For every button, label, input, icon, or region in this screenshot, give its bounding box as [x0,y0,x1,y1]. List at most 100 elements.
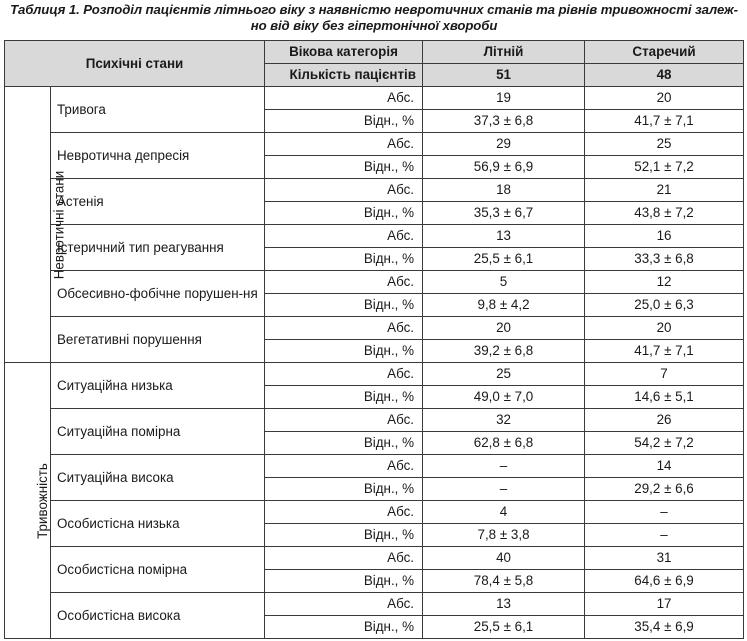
senile-abs-value: – [584,500,745,524]
metric-rel-label: Відн., % [264,109,424,133]
senile-abs-value: 31 [584,546,745,570]
elderly-abs-value: 5 [422,270,586,294]
elderly-rel-value: 9,8 ± 4,2 [422,293,586,317]
metric-rel-label: Відн., % [264,339,424,363]
state-label: Особистісна помірна [49,546,266,593]
elderly-abs-value: – [422,454,586,478]
table-row: Відн., % 62,8 ± 6,8 54,2 ± 7,2 [5,431,745,455]
elderly-rel-value: 35,3 ± 6,7 [422,201,586,225]
group-label: Невротичні стани [51,170,67,279]
table-row: Невротична депресія Абс. 29 25 [5,132,745,179]
metric-abs-label: Абс. [264,500,424,524]
table-row: Обсесивно-фобічне порушен-ня Абс. 5 12 [5,270,745,317]
state-label: Вегетативні порушення [49,316,266,363]
metric-abs-label: Абс. [264,362,424,386]
elderly-abs-value: 20 [422,316,586,340]
age-category-header: Вікова категорія [264,40,424,64]
state-label: Невротична депресія [49,132,266,179]
senile-abs-value: 26 [584,408,745,432]
state-label: Обсесивно-фобічне порушен-ня [49,270,266,317]
senile-rel-value: 35,4 ± 6,9 [584,615,745,639]
metric-rel-label: Відн., % [264,155,424,179]
senile-rel-value: 41,7 ± 7,1 [584,109,745,133]
elderly-abs-value: 19 [422,86,586,110]
senile-abs-value: 25 [584,132,745,156]
metric-rel-label: Відн., % [264,523,424,547]
elderly-abs-value: 18 [422,178,586,202]
metric-abs-label: Абс. [264,592,424,616]
table-row: Відн., % 25,5 ± 6,1 33,3 ± 6,8 [5,247,745,271]
elderly-abs-value: 13 [422,224,586,248]
metric-abs-label: Абс. [264,178,424,202]
senile-rel-value: 25,0 ± 6,3 [584,293,745,317]
senile-rel-value: – [584,523,745,547]
senile-count: 48 [584,63,745,87]
metric-rel-label: Відн., % [264,201,424,225]
metric-rel-label: Відн., % [264,615,424,639]
elderly-abs-value: 13 [422,592,586,616]
elderly-rel-value: – [422,477,586,501]
senile-abs-value: 17 [584,592,745,616]
group-label-cell: Тривожність [4,362,51,639]
table-row: Вегетативні порушення Абс. 20 20 [5,316,745,363]
metric-rel-label: Відн., % [264,431,424,455]
patients-count-header: Кількість пацієнтів [264,63,424,87]
senile-rel-value: 43,8 ± 7,2 [584,201,745,225]
metric-abs-label: Абс. [264,408,424,432]
elderly-rel-value: 39,2 ± 6,8 [422,339,586,363]
table-row: Ситуаційна висока Абс. –14 [5,454,745,501]
senile-abs-value: 7 [584,362,745,386]
senile-rel-value: 41,7 ± 7,1 [584,339,745,363]
table-row: Відн., % –29,2 ± 6,6 [5,477,745,501]
table-row: Відн., % 37,3 ± 6,8 41,7 ± 7,1 [5,109,745,133]
table-row: Ситуаційна помірна Абс. 32 26 [5,408,745,455]
table-row: Відн., % 7,8 ± 3,8– [5,523,745,547]
elderly-rel-value: 56,9 ± 6,9 [422,155,586,179]
elderly-abs-value: 29 [422,132,586,156]
metric-abs-label: Абс. [264,546,424,570]
state-label: Особистісна висока [49,592,266,639]
elderly-abs-value: 4 [422,500,586,524]
elderly-rel-value: 25,5 ± 6,1 [422,247,586,271]
elderly-abs-value: 32 [422,408,586,432]
metric-rel-label: Відн., % [264,293,424,317]
senile-rel-value: 33,3 ± 6,8 [584,247,745,271]
metric-rel-label: Відн., % [264,247,424,271]
table-row: Відн., % 9,8 ± 4,2 25,0 ± 6,3 [5,293,745,317]
senile-rel-value: 52,1 ± 7,2 [584,155,745,179]
elderly-column-header: Літній [422,40,586,64]
elderly-rel-value: 25,5 ± 6,1 [422,615,586,639]
table-row: Відн., % 39,2 ± 6,8 41,7 ± 7,1 [5,339,745,363]
table-header: Психічні стани Вікова категорія Літній С… [3,40,745,87]
table-row: Особистісна висока Абс. 13 17 [5,592,745,639]
header-row-2: Кількість пацієнтів 51 48 [5,63,745,87]
metric-abs-label: Абс. [264,86,424,110]
metric-abs-label: Абс. [264,270,424,294]
metric-abs-label: Абс. [264,316,424,340]
table-caption: Таблиця 1. Розподіл пацієнтів літнього в… [4,2,744,34]
senile-rel-value: 14,6 ± 5,1 [584,385,745,409]
senile-abs-value: 21 [584,178,745,202]
table-row: Істеричний тип реагування Абс. 13 16 [5,224,745,271]
metric-abs-label: Абс. [264,224,424,248]
group-label-cell: Невротичні стани [4,86,66,363]
caption-line-1: Таблиця 1. Розподіл пацієнтів літнього в… [10,2,738,17]
state-label: Астенія [49,178,266,225]
table-body: Невротичні стани Тривога Абс. 19 20 Відн., % 3… [4,86,745,639]
table-row: Тривожність Ситуаційна низька Абс. 25 7 [4,362,745,639]
senile-column-header: Старечий [584,40,745,64]
data-table: Психічні стани Вікова категорія Літній С… [3,40,745,639]
state-label: Особистісна низька [49,500,266,547]
table-row: Астенія Абс. 18 21 [5,178,745,225]
state-label: Ситуаційна низька [49,362,266,409]
table-row: Невротичні стани Тривога Абс. 19 20 [4,86,745,363]
senile-abs-value: 14 [584,454,745,478]
senile-rel-value: 64,6 ± 6,9 [584,569,745,593]
state-label: Ситуаційна помірна [49,408,266,455]
state-label: Тривога [49,86,266,133]
metric-abs-label: Абс. [264,132,424,156]
senile-abs-value: 12 [584,270,745,294]
state-label: Істеричний тип реагування [49,224,266,271]
elderly-rel-value: 62,8 ± 6,8 [422,431,586,455]
caption-line-2: но від віку без гіпертонічної хвороби [250,18,498,33]
